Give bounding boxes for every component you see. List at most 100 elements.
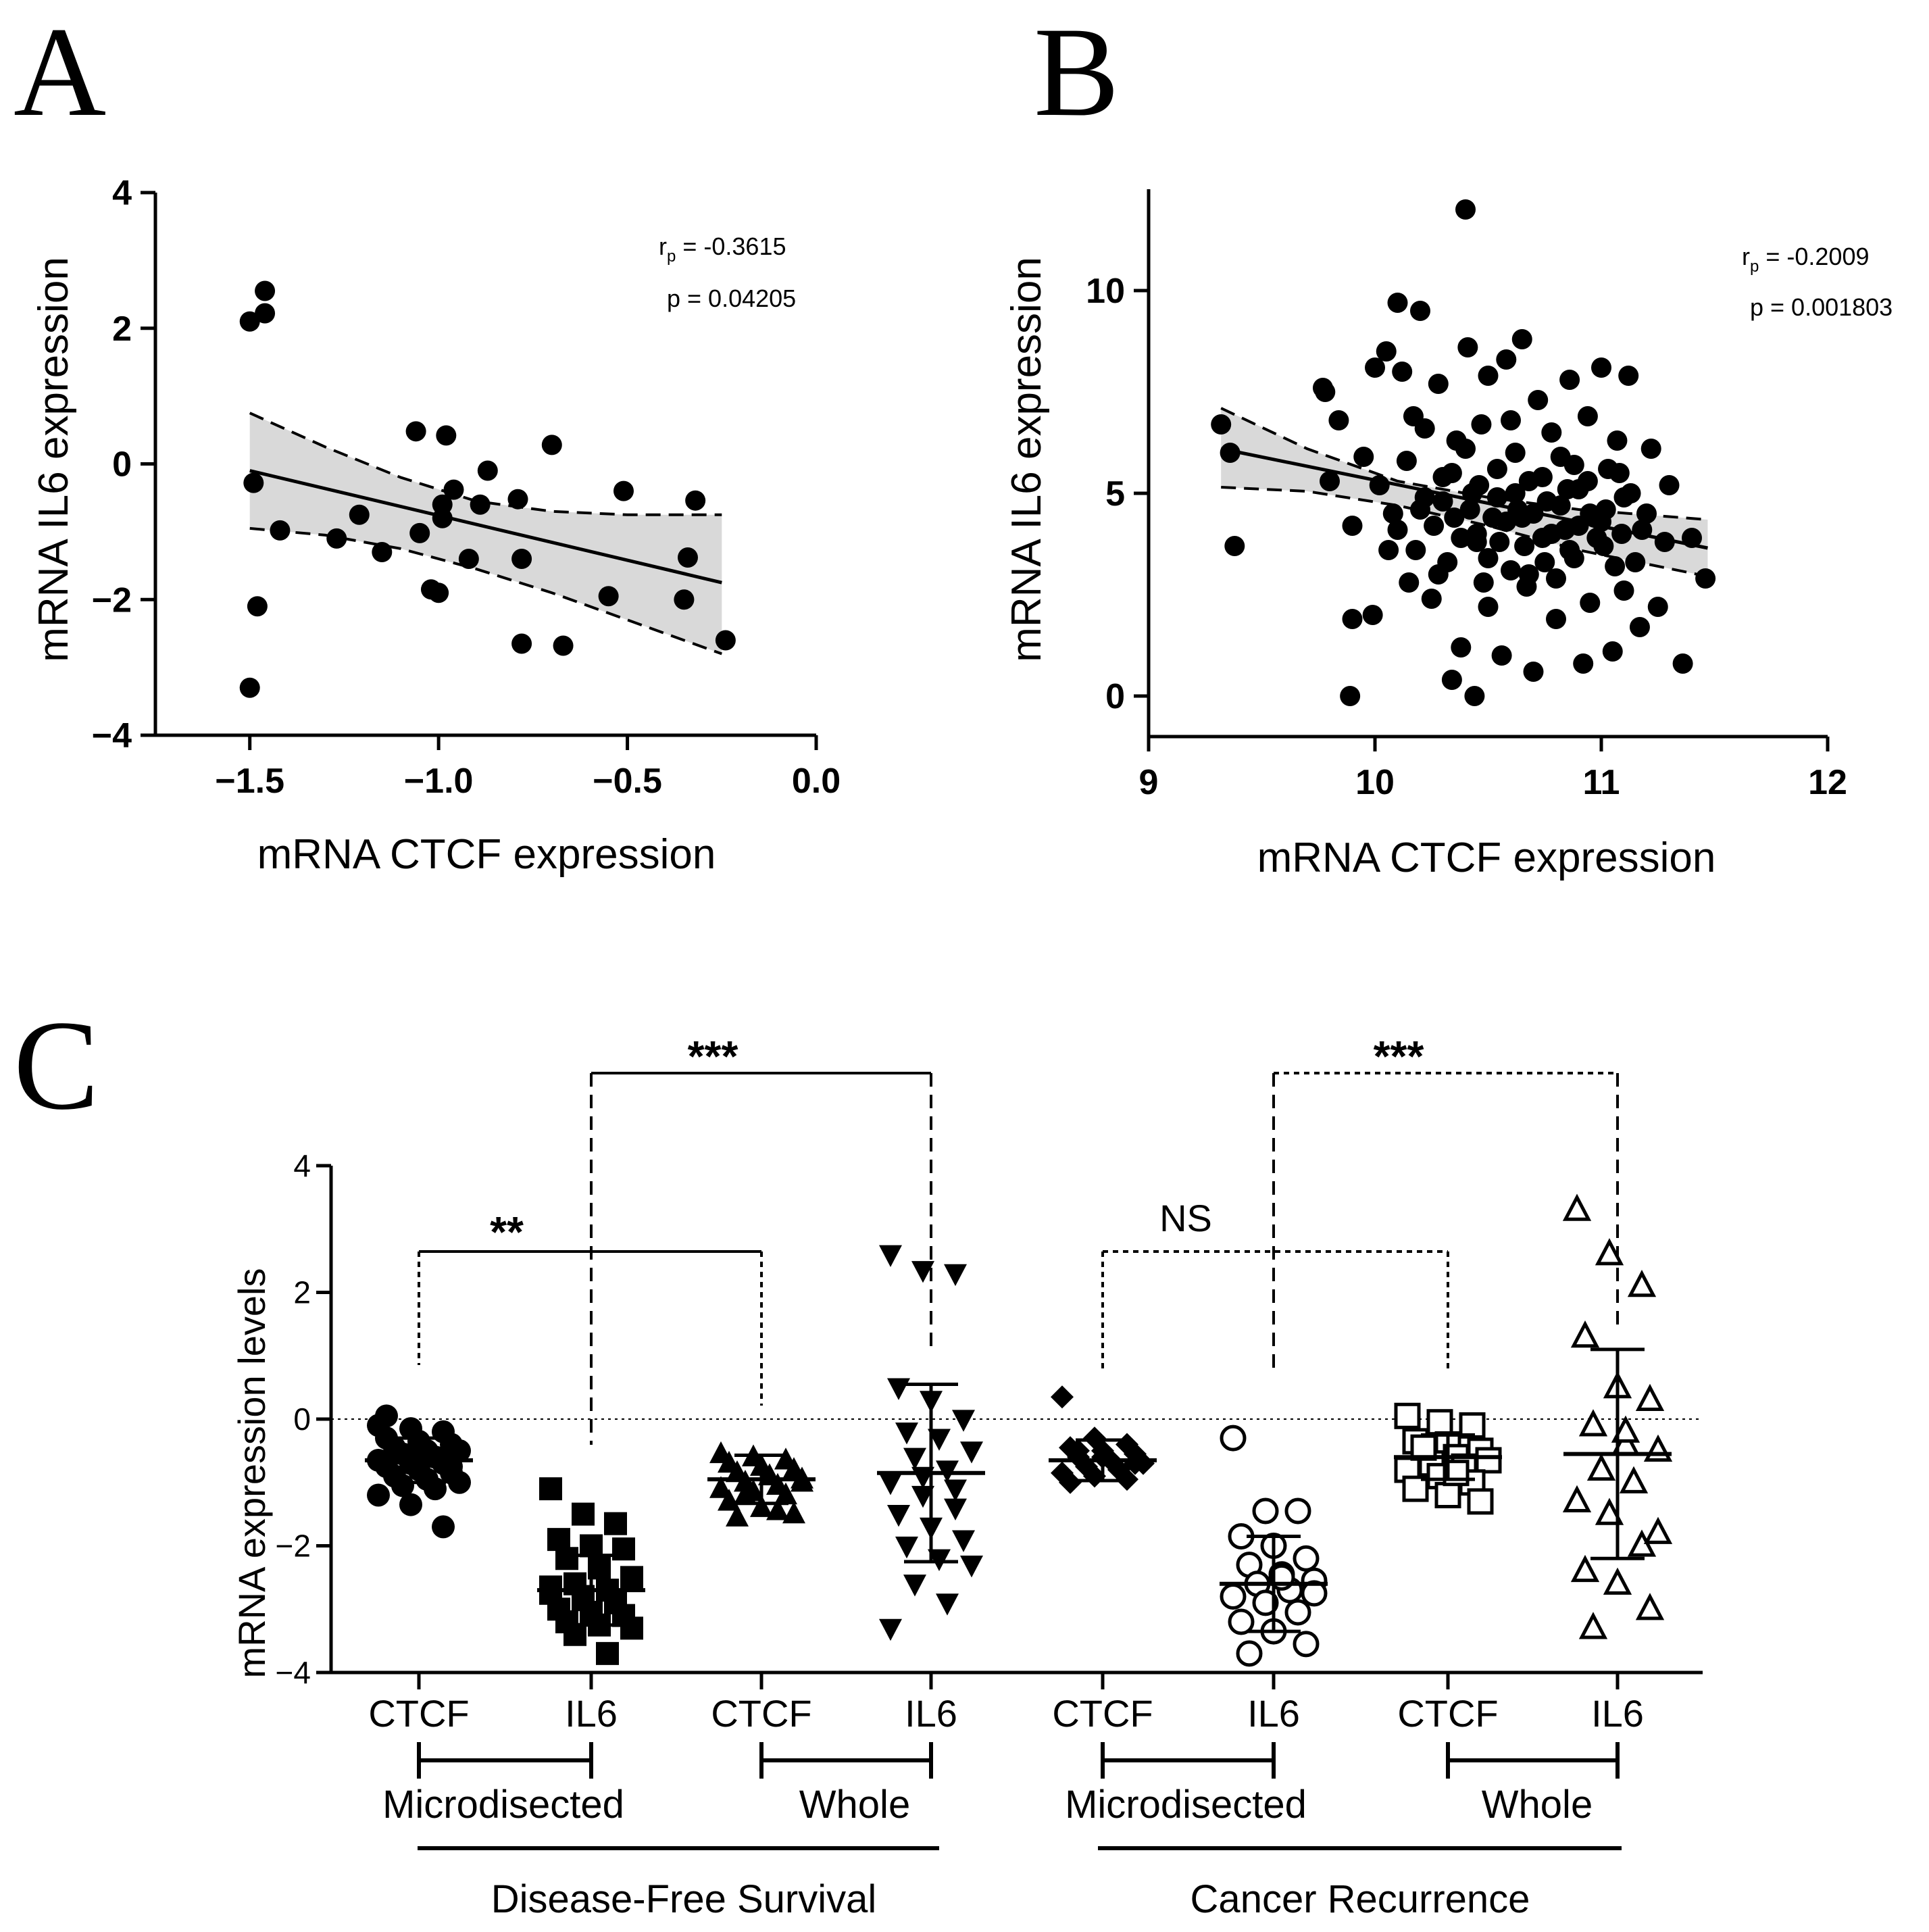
c-point — [944, 1264, 967, 1287]
c-point — [718, 1489, 741, 1511]
b-ytick-label: 5 — [1105, 474, 1125, 514]
b-point — [1340, 686, 1361, 706]
c-comparison: *** — [590, 1032, 932, 1445]
b-point — [1559, 370, 1580, 390]
c-point — [620, 1566, 643, 1589]
b-point — [1428, 564, 1449, 585]
chart-a-confidence-band — [249, 412, 722, 655]
a-point — [458, 549, 479, 570]
c-point — [750, 1495, 773, 1517]
chart-b-p-value: p = 0.001803 — [1750, 293, 1893, 321]
c-point — [1467, 1488, 1494, 1515]
c-point — [1426, 1409, 1453, 1436]
c-comparison-label: *** — [688, 1032, 738, 1081]
b-point — [1387, 293, 1408, 313]
a-point — [511, 633, 532, 654]
b-point — [1640, 439, 1661, 459]
c-point — [960, 1441, 983, 1464]
c-point — [1402, 1475, 1429, 1502]
b-point — [1464, 686, 1485, 706]
chart-b-xlabel: mRNA CTCF expression — [1257, 835, 1716, 881]
b-point — [1473, 572, 1494, 593]
b-point — [1523, 662, 1544, 682]
chart-c-points — [365, 1193, 1673, 1667]
c-point — [952, 1410, 975, 1432]
c-point — [903, 1575, 926, 1597]
b-point — [1428, 374, 1449, 394]
c-point — [1051, 1385, 1074, 1409]
c-point — [1475, 1447, 1502, 1474]
c-point — [620, 1616, 643, 1640]
c-point — [1570, 1554, 1600, 1583]
b-point — [1605, 556, 1626, 576]
c-point — [1434, 1482, 1461, 1508]
panel-letter-c: C — [14, 995, 99, 1137]
b-point — [1611, 524, 1632, 544]
c-comparison-label: ** — [490, 1208, 524, 1256]
b-point — [1421, 589, 1442, 609]
a-point — [239, 311, 260, 332]
c-series — [707, 1441, 816, 1527]
chart-b-r-stat: rp = -0.2009 — [1742, 243, 1869, 276]
c-group-label: Disease-Free Survival — [491, 1877, 877, 1921]
c-point — [895, 1422, 918, 1445]
c-point — [1067, 1439, 1090, 1462]
c-series — [537, 1477, 645, 1665]
b-point — [1353, 447, 1374, 467]
c-point — [539, 1477, 562, 1501]
c-point — [1293, 1631, 1320, 1658]
b-point — [1629, 617, 1650, 637]
a-point — [553, 635, 574, 656]
a-point — [239, 677, 260, 698]
c-point — [911, 1485, 934, 1508]
b-point — [1399, 572, 1420, 593]
c-series — [365, 1404, 473, 1539]
c-point — [782, 1501, 805, 1524]
a-point — [349, 504, 370, 525]
b-point — [1546, 609, 1566, 629]
c-series — [1049, 1385, 1157, 1494]
c-point — [887, 1505, 910, 1527]
b-point — [1396, 451, 1417, 471]
c-point — [1643, 1434, 1673, 1462]
b-point — [1441, 463, 1462, 483]
b-point — [1451, 528, 1472, 548]
a-point — [685, 490, 706, 511]
b-point — [1496, 349, 1517, 370]
b-point — [1609, 463, 1630, 483]
b-point — [1659, 475, 1680, 495]
c-comparison: *** — [1272, 1032, 1619, 1372]
b-point — [1489, 532, 1510, 552]
c-point — [1603, 1567, 1632, 1595]
chart-a-p-value: p = 0.04205 — [667, 284, 796, 312]
c-comparison-label: NS — [1159, 1197, 1212, 1239]
a-point — [613, 480, 634, 501]
b-point — [1387, 520, 1408, 540]
c-point — [734, 1482, 757, 1505]
b-point — [1466, 524, 1487, 544]
c-ytick-label: 4 — [293, 1148, 311, 1183]
b-ci-lower — [1221, 486, 1708, 578]
a-xtick-label: −1.5 — [215, 762, 284, 801]
b-ytick-label: 10 — [1086, 272, 1125, 311]
b-xtick-label: 11 — [1583, 763, 1620, 802]
chart-a-axes: −1.5 −1.0 −0.5 0.0 −4 −2 0 2 4 — [92, 174, 841, 801]
c-category-label: CTCF — [1052, 1692, 1153, 1735]
b-point — [1478, 366, 1499, 386]
c-ytick-label: 2 — [293, 1275, 311, 1310]
b-point — [1511, 507, 1532, 528]
c-subgroup-label: Microdisected — [382, 1783, 624, 1827]
a-point — [405, 421, 426, 442]
b-point — [1647, 597, 1668, 617]
a-point — [511, 549, 532, 570]
c-point — [1627, 1270, 1657, 1297]
b-point — [1220, 443, 1241, 463]
c-point — [1284, 1599, 1311, 1626]
b-point — [1550, 495, 1571, 516]
b-point — [1591, 357, 1611, 378]
c-point — [879, 1245, 902, 1267]
c-point — [539, 1575, 562, 1599]
c-category-label: CTCF — [1397, 1692, 1498, 1735]
a-point — [255, 280, 276, 301]
